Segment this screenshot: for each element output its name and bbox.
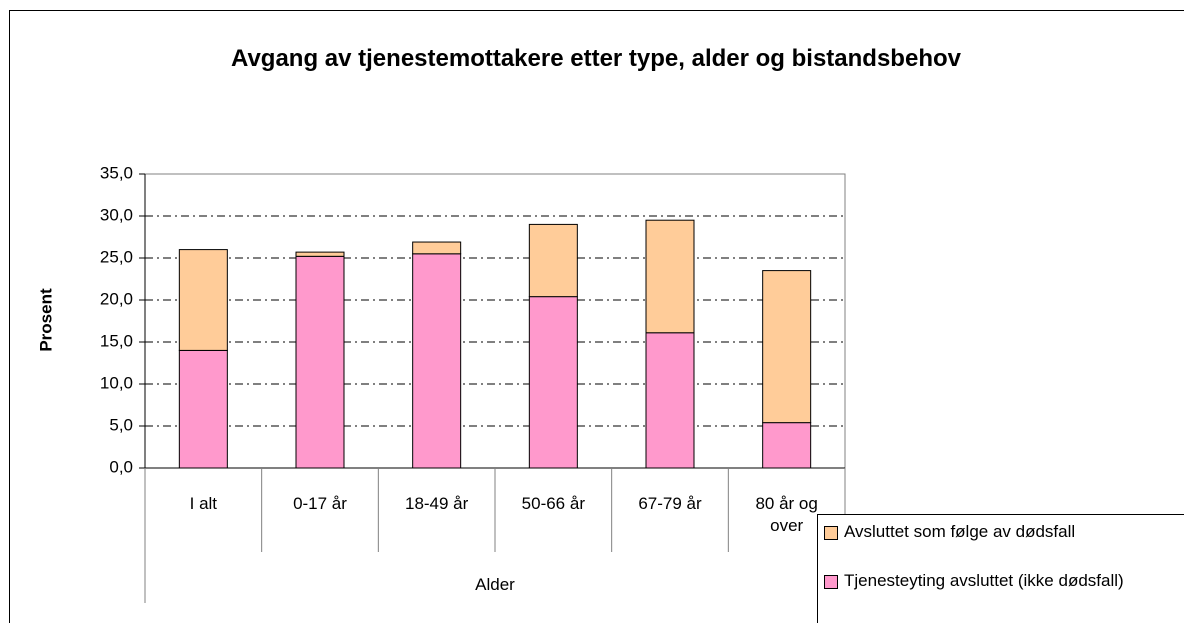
x-tick-label: 67-79 år: [638, 494, 702, 513]
y-tick-label: 35,0: [100, 163, 133, 182]
legend-label: Tjenesteyting avsluttet (ikke dødsfall): [844, 571, 1124, 590]
x-axis-label: Alder: [475, 575, 515, 594]
legend-swatch: [824, 575, 838, 589]
y-tick-label: 0,0: [109, 457, 133, 476]
y-tick-label: 10,0: [100, 373, 133, 392]
x-tick-label: 18-49 år: [404, 494, 469, 513]
bar-segment: [178, 249, 228, 351]
x-tick-label: I alt: [189, 494, 218, 513]
x-tick-label: 0-17 år: [293, 494, 347, 513]
bar-segment: [412, 253, 462, 469]
bar-segment: [762, 422, 812, 469]
bar-segment: [762, 270, 812, 424]
legend-label: Avsluttet som følge av dødsfall: [844, 522, 1076, 541]
bar-segment: [528, 223, 578, 298]
plot-area: [144, 173, 846, 469]
bar-segment: [528, 296, 578, 469]
bar-segment: [645, 219, 695, 334]
legend: Avsluttet som følge av dødsfall Tjenestey…: [817, 514, 1184, 623]
y-tick-label: 20,0: [100, 289, 133, 308]
bar-segment: [645, 332, 695, 469]
chart-title: Avgang av tjenestemottakere etter type, …: [231, 45, 961, 72]
legend-swatch: [824, 526, 838, 540]
y-tick-label: 25,0: [100, 247, 133, 266]
x-tick-label: 80 år og over: [755, 494, 818, 535]
chart-border: [9, 10, 1184, 623]
y-tick-label: 30,0: [100, 205, 133, 224]
y-tick-label: 15,0: [100, 331, 133, 350]
bar-segment: [412, 241, 462, 255]
x-tick-label: 50-66 år: [521, 494, 585, 513]
y-tick-label: 5,0: [109, 415, 133, 434]
bar-segment: [295, 255, 345, 469]
bar-segment: [178, 349, 228, 469]
y-axis-label: Prosent: [36, 288, 55, 352]
bar-segment: [295, 251, 345, 257]
